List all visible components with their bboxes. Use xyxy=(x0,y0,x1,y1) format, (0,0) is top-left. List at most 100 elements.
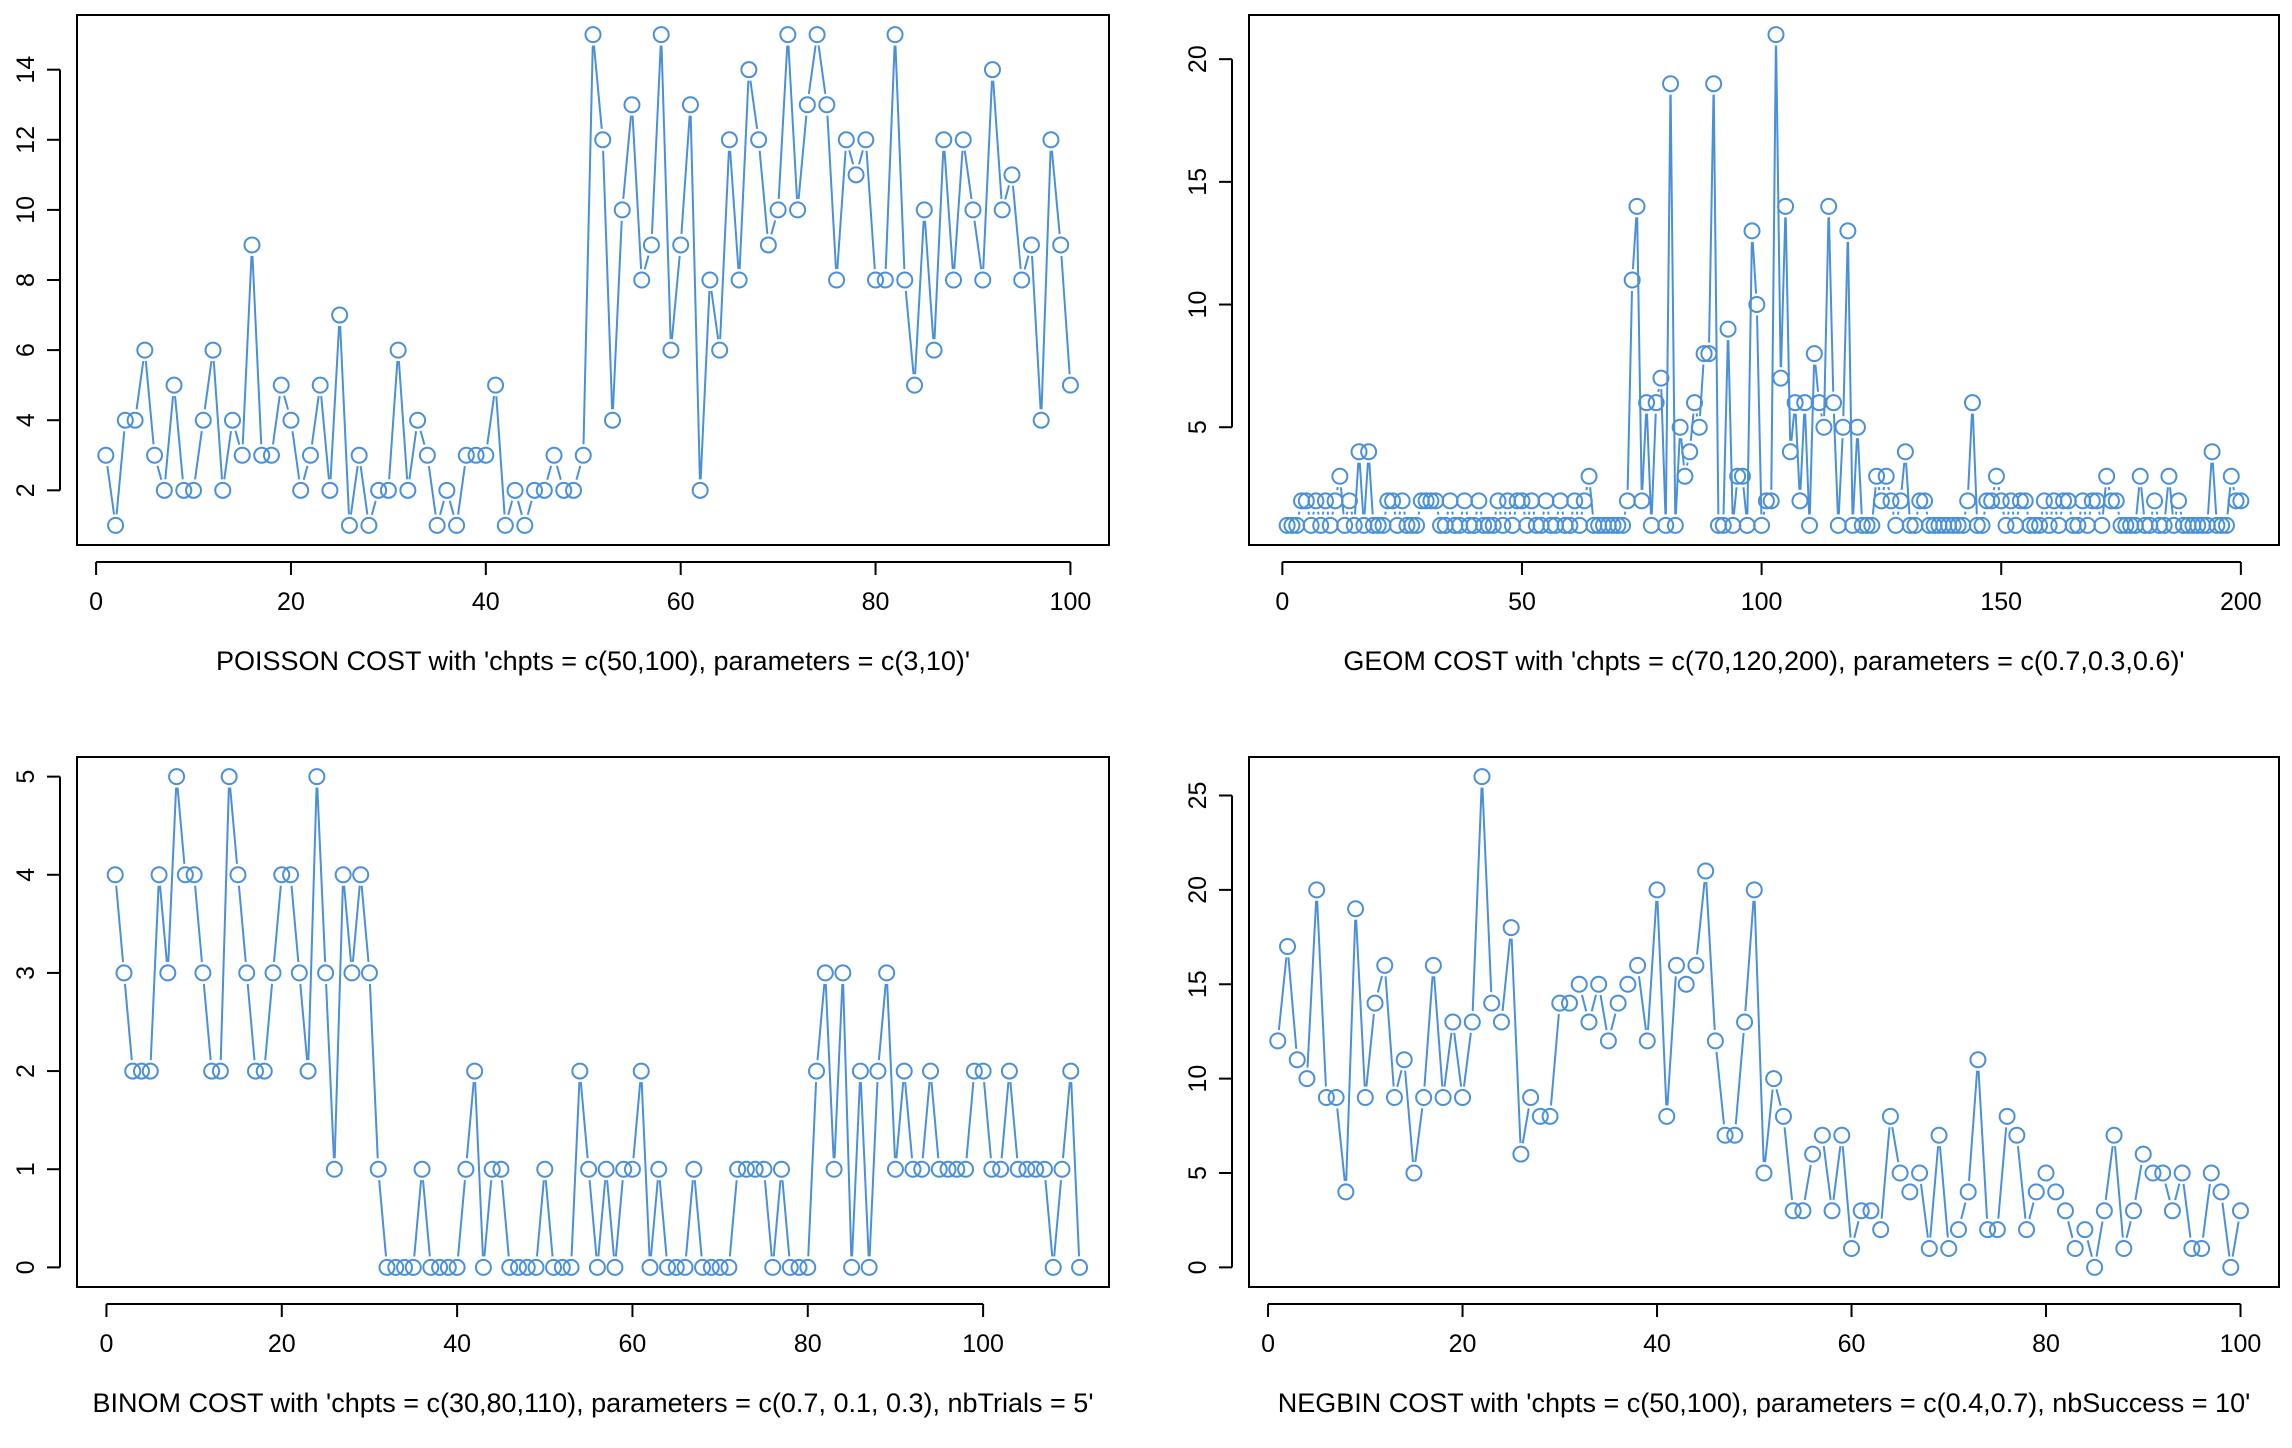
data-point xyxy=(2213,516,2231,534)
data-point xyxy=(483,1160,501,1178)
data-point xyxy=(1312,516,1330,534)
series-segment xyxy=(2095,1221,2104,1257)
series-segment xyxy=(1031,255,1042,410)
data-point xyxy=(1551,492,1569,510)
y-tick-label: 25 xyxy=(1184,782,1212,810)
data-point xyxy=(1434,1088,1452,1106)
data-point xyxy=(1551,994,1569,1012)
y-tick-label: 10 xyxy=(1184,291,1212,319)
data-point xyxy=(370,481,388,499)
data-point xyxy=(925,341,943,359)
data-point xyxy=(1872,492,1890,510)
series-segment xyxy=(826,115,837,270)
series-segment xyxy=(325,983,335,1159)
data-point xyxy=(781,1258,799,1276)
series-segment xyxy=(1365,1013,1375,1087)
series-segment xyxy=(602,150,614,410)
data-point xyxy=(2021,516,2039,534)
series-segment xyxy=(229,787,238,864)
series-segment xyxy=(1841,1146,1852,1238)
data-point xyxy=(964,201,982,219)
series-segment xyxy=(1521,1108,1530,1144)
series-segment xyxy=(302,465,309,480)
data-point xyxy=(311,376,329,394)
data-point xyxy=(906,376,924,394)
x-axis: 0 50 100 150 200 xyxy=(1275,561,2262,616)
data-point xyxy=(264,964,282,982)
series-segment xyxy=(933,150,945,340)
series-segment xyxy=(1462,1032,1472,1087)
data-point xyxy=(2098,467,2116,485)
data-point xyxy=(2189,516,2207,534)
data-point xyxy=(2031,516,2049,534)
series-segment xyxy=(156,465,163,480)
data-point xyxy=(1356,1088,1374,1106)
data-point xyxy=(1022,236,1040,254)
data-point xyxy=(594,131,612,149)
series-segment xyxy=(824,983,835,1159)
series-segment xyxy=(264,983,274,1061)
series-segment xyxy=(2179,511,2183,515)
data-point xyxy=(404,1258,422,1276)
series-segment xyxy=(1550,1013,1560,1106)
series-segment xyxy=(457,466,466,515)
data-point xyxy=(857,131,875,149)
series-segment xyxy=(1321,511,1325,515)
series-segment xyxy=(343,885,352,963)
y-tick-label: 0 xyxy=(1184,1260,1212,1274)
series-segment xyxy=(219,787,230,1061)
series-segment xyxy=(582,45,594,445)
x-tick-label: 40 xyxy=(443,1330,471,1358)
series-segment xyxy=(2221,1202,2231,1257)
series-segment xyxy=(1585,486,1588,491)
series-segment xyxy=(2164,1183,2171,1201)
data-point xyxy=(273,866,291,884)
series-segment xyxy=(1398,511,1402,515)
series-segment xyxy=(307,787,318,1061)
data-point xyxy=(343,964,361,982)
data-point xyxy=(1337,1183,1355,1201)
data-point xyxy=(229,866,247,884)
data-point xyxy=(2183,1239,2201,1257)
data-point xyxy=(159,964,177,982)
series-segment xyxy=(1780,217,1787,368)
series-segment xyxy=(575,465,582,480)
series-segment xyxy=(457,1180,466,1257)
series-segment xyxy=(212,361,223,480)
series-segment xyxy=(1345,919,1357,1181)
series-segment xyxy=(2050,511,2053,515)
data-point xyxy=(194,964,212,982)
plot-frame xyxy=(76,756,1110,1288)
data-point xyxy=(1502,919,1520,937)
data-point xyxy=(965,1062,983,1080)
data-point xyxy=(1743,222,1761,240)
series-segment xyxy=(237,885,247,963)
data-point xyxy=(1762,492,1780,510)
series-segment xyxy=(1686,462,1689,466)
data-point xyxy=(272,376,290,394)
data-point xyxy=(948,1160,966,1178)
series-segment xyxy=(2107,486,2111,491)
data-point xyxy=(1872,1221,1890,1239)
series-segment xyxy=(1471,787,1483,1012)
y-tick-label: 2 xyxy=(12,1064,40,1078)
series-segment xyxy=(329,325,341,480)
data-point xyxy=(2154,1164,2172,1182)
y-axis: 0 1 2 3 4 5 xyxy=(12,770,61,1274)
data-point xyxy=(1705,75,1723,93)
data-point xyxy=(799,1258,817,1276)
series-segment xyxy=(351,885,361,963)
data-point xyxy=(1308,881,1326,899)
data-point xyxy=(1786,394,1804,412)
series-segment xyxy=(921,1081,931,1159)
series-segment xyxy=(685,1180,694,1257)
series-segment xyxy=(1967,413,1973,490)
data-point xyxy=(1638,394,1656,412)
series-segment xyxy=(1396,1070,1403,1088)
series-segment xyxy=(1581,994,1588,1012)
data-point xyxy=(1347,900,1365,918)
data-point xyxy=(1336,516,1354,534)
data-point xyxy=(837,131,855,149)
data-point xyxy=(867,271,885,289)
data-point xyxy=(1896,443,1914,461)
